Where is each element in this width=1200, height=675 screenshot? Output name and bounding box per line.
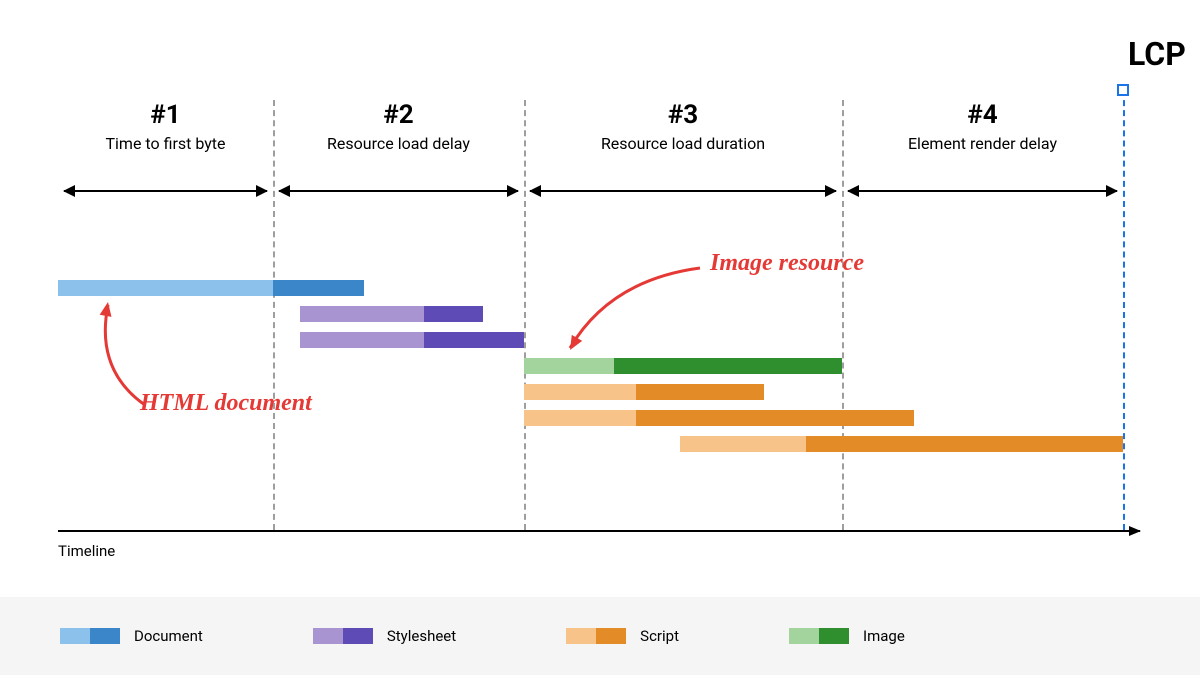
annotation-image-resource: Image resource bbox=[710, 250, 864, 277]
phase-label-1: #1 Time to first byte bbox=[105, 100, 225, 153]
phase-number: #3 bbox=[601, 100, 765, 130]
phase-number: #2 bbox=[327, 100, 470, 130]
bar-script-dark bbox=[636, 410, 914, 426]
phase-label-2: #2 Resource load delay bbox=[327, 100, 470, 153]
legend-item-script: Script bbox=[566, 627, 679, 645]
legend-label: Document bbox=[134, 627, 203, 645]
annotation-arrow-image-resource bbox=[570, 268, 700, 348]
lcp-label: LCP bbox=[1128, 35, 1186, 73]
bar-script-light bbox=[524, 384, 636, 400]
legend-swatch bbox=[60, 628, 120, 644]
legend-item-image: Image bbox=[789, 627, 905, 645]
annotation-arrowhead-html-doc bbox=[100, 301, 114, 317]
phase-description: Resource load duration bbox=[601, 134, 765, 153]
legend-label: Stylesheet bbox=[387, 627, 456, 645]
phase-arrow-2 bbox=[279, 190, 518, 192]
phase-label-3: #3 Resource load duration bbox=[601, 100, 765, 153]
phase-number: #4 bbox=[908, 100, 1057, 130]
bar-document-dark bbox=[273, 280, 364, 296]
phase-divider bbox=[842, 100, 844, 530]
legend-item-document: Document bbox=[60, 627, 203, 645]
bar-document-light bbox=[58, 280, 273, 296]
legend-swatch bbox=[566, 628, 626, 644]
timeline-axis bbox=[58, 530, 1140, 532]
legend-swatch bbox=[313, 628, 373, 644]
timeline-label: Timeline bbox=[58, 542, 115, 560]
lcp-timeline-diagram: LCP #1 Time to first byte #2 Resource load d… bbox=[0, 0, 1200, 675]
phase-divider bbox=[273, 100, 275, 530]
annotation-arrowhead-image-resource bbox=[565, 335, 582, 353]
phase-arrow-3 bbox=[530, 190, 836, 192]
bar-stylesheet-dark bbox=[424, 306, 483, 322]
bar-script-dark bbox=[806, 436, 1123, 452]
bar-stylesheet-dark bbox=[424, 332, 524, 348]
legend-label: Script bbox=[640, 627, 679, 645]
bar-script-light bbox=[680, 436, 806, 452]
bar-stylesheet-light bbox=[300, 332, 424, 348]
legend: Document Stylesheet Script Image bbox=[0, 597, 1200, 675]
phase-divider bbox=[524, 100, 526, 530]
lcp-marker bbox=[1117, 84, 1129, 96]
legend-item-stylesheet: Stylesheet bbox=[313, 627, 456, 645]
phase-label-4: #4 Element render delay bbox=[908, 100, 1057, 153]
annotation-html-doc: HTML document bbox=[140, 390, 312, 417]
phase-description: Resource load delay bbox=[327, 134, 470, 153]
bar-script-dark bbox=[636, 384, 764, 400]
bar-script-light bbox=[524, 410, 636, 426]
phase-number: #1 bbox=[105, 100, 225, 130]
bar-image-light bbox=[524, 358, 614, 374]
phase-arrow-4 bbox=[848, 190, 1117, 192]
bar-stylesheet-light bbox=[300, 306, 424, 322]
phase-arrow-1 bbox=[64, 190, 267, 192]
phase-description: Time to first byte bbox=[105, 134, 225, 153]
bar-image-dark bbox=[614, 358, 842, 374]
phase-description: Element render delay bbox=[908, 134, 1057, 153]
legend-label: Image bbox=[863, 627, 905, 645]
legend-swatch bbox=[789, 628, 849, 644]
lcp-line bbox=[1123, 90, 1125, 530]
